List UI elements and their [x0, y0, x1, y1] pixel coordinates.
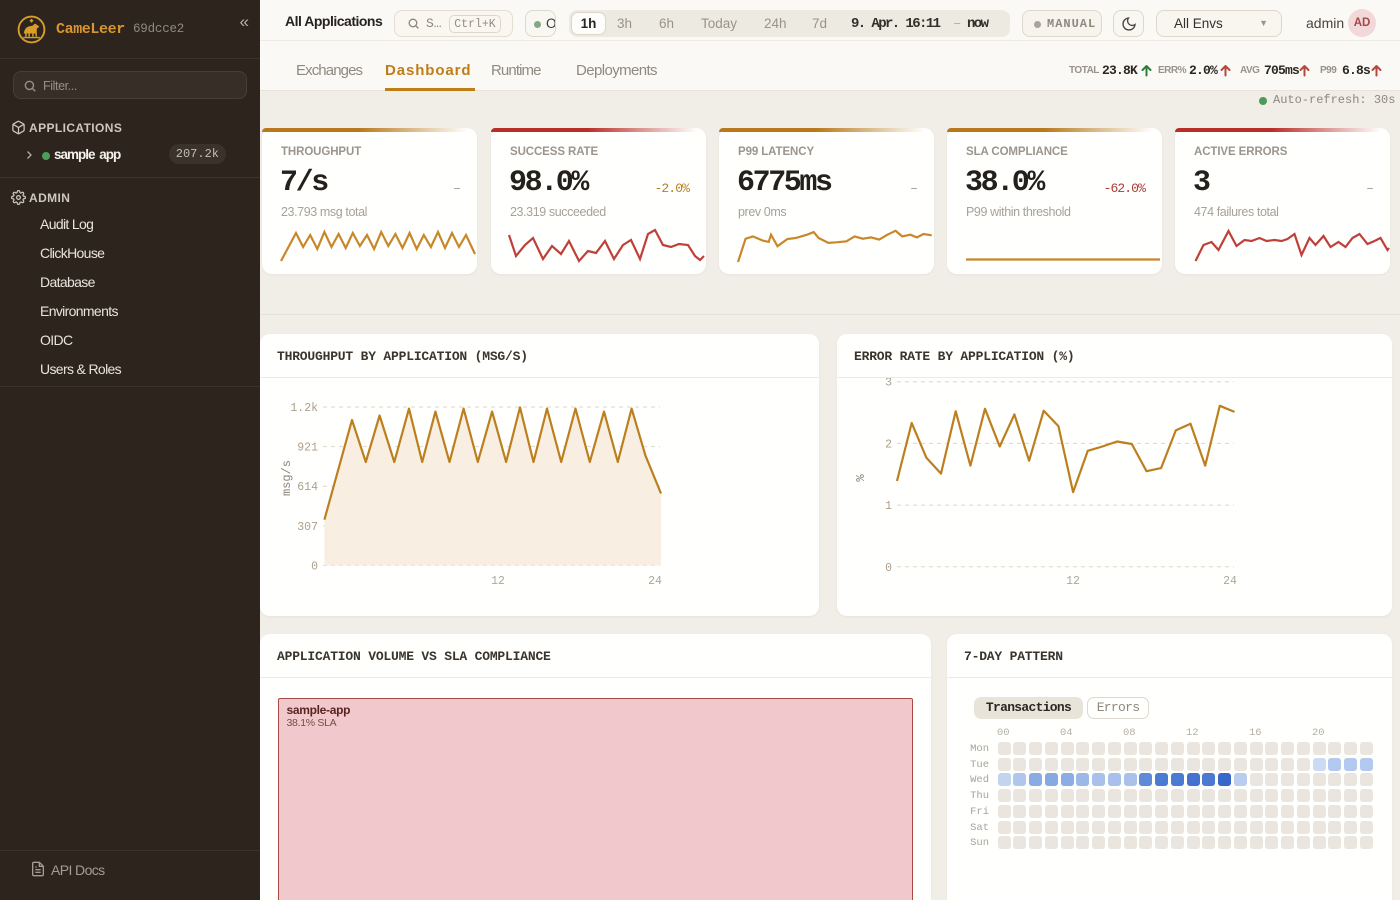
svg-text:24: 24 — [648, 575, 662, 588]
svg-text:2: 2 — [885, 438, 892, 451]
svg-text:1.2k: 1.2k — [290, 402, 318, 415]
svg-text:24: 24 — [1223, 575, 1237, 588]
svg-text:921: 921 — [297, 442, 318, 455]
svg-text:307: 307 — [297, 521, 318, 534]
svg-text:msg/s: msg/s — [280, 460, 294, 496]
svg-text:0: 0 — [311, 560, 318, 573]
svg-text:%: % — [854, 474, 868, 482]
svg-text:0: 0 — [885, 562, 892, 575]
svg-text:614: 614 — [297, 481, 318, 494]
svg-text:12: 12 — [1066, 575, 1080, 588]
svg-text:1: 1 — [885, 500, 892, 513]
svg-text:3: 3 — [885, 378, 892, 390]
svg-text:12: 12 — [491, 575, 505, 588]
